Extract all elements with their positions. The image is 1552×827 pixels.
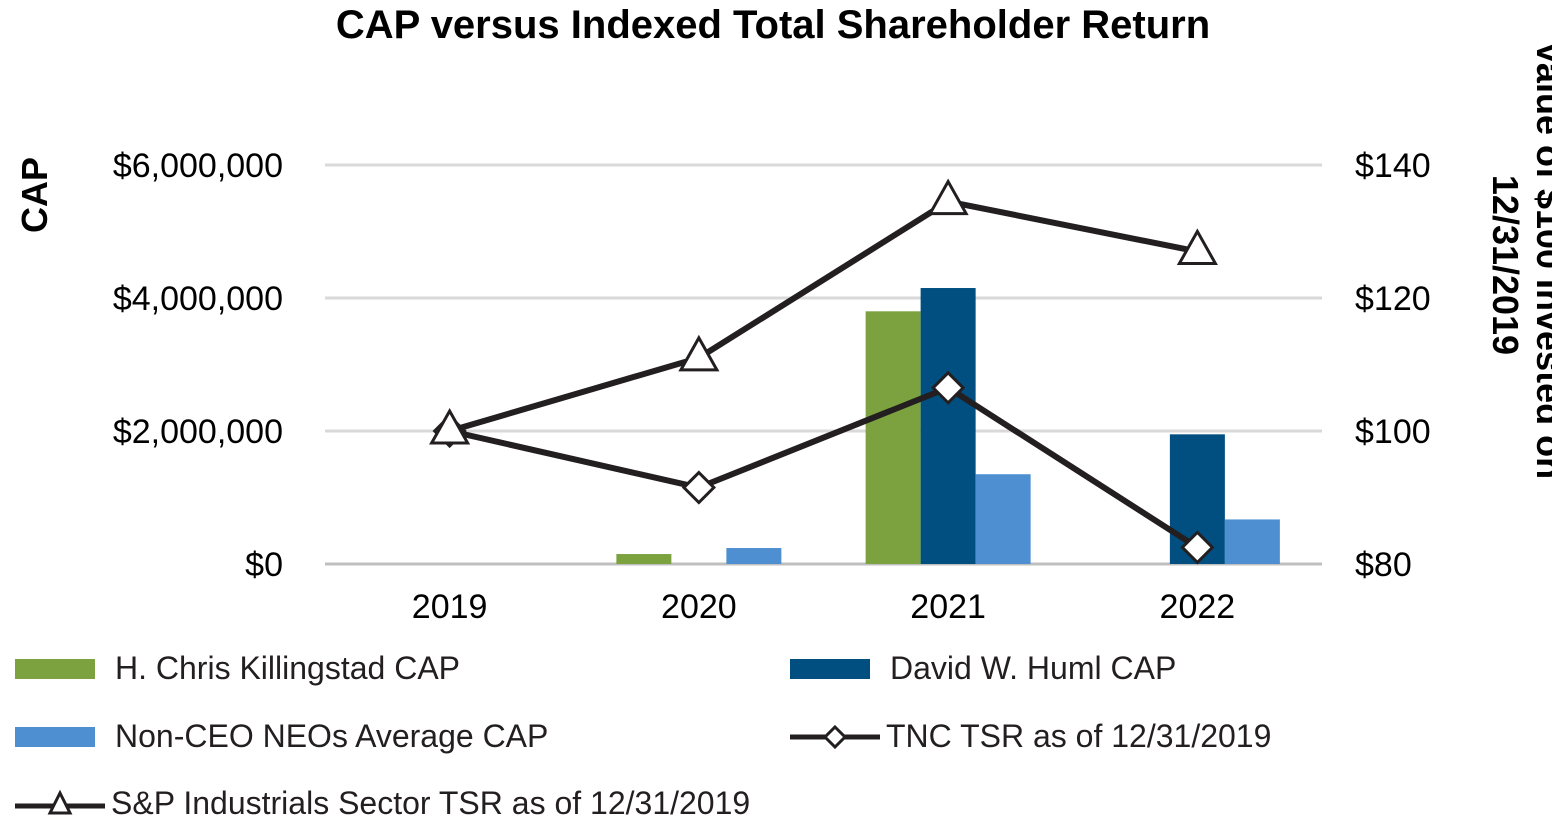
y-right-tick-label: $100 [1355, 413, 1431, 451]
bar [920, 288, 976, 564]
y-left-ticks: $0 $2,000,000 $4,000,000 $6,000,000 [113, 147, 283, 584]
series-line [448, 198, 1198, 434]
legend-item-neo-average: Non-CEO NEOs Average CAP [15, 718, 548, 755]
point-marker [1180, 530, 1215, 565]
y-right-axis-title-line-2: 12/31/2019 [1485, 175, 1526, 355]
x-tick-label: 2022 [1160, 588, 1236, 626]
legend-item-tnc-tsr: TNC TSR as of 12/31/2019 [790, 718, 1271, 755]
y-right-axis-title-line-1: Value of $100 Invested on [1529, 41, 1552, 479]
legend-label-neo-average: Non-CEO NEOs Average CAP [115, 718, 549, 754]
triangle-marker-icon [15, 789, 105, 814]
y-right-tick-label: $120 [1355, 280, 1431, 318]
bar [975, 474, 1031, 564]
diamond-marker-icon [790, 724, 880, 749]
y-left-tick-label: $4,000,000 [113, 280, 283, 318]
lines [429, 178, 1218, 565]
bar [1224, 519, 1280, 564]
chart-title: CAP versus Indexed Total Shareholder Ret… [336, 3, 1210, 47]
legend-swatch-killingstad [15, 658, 95, 679]
legend-label-tnc-tsr: TNC TSR as of 12/31/2019 [886, 718, 1272, 754]
bar [865, 311, 921, 564]
y-right-tick-label: $80 [1355, 546, 1412, 584]
bars [616, 288, 1280, 564]
x-tick-label: 2019 [412, 588, 488, 626]
point-marker [1176, 228, 1218, 265]
y-right-tick-label: $140 [1355, 147, 1431, 185]
point-marker [429, 407, 471, 445]
bar [726, 548, 782, 564]
x-tick-label: 2020 [661, 588, 737, 626]
point-marker [681, 470, 716, 505]
x-tick-label: 2021 [910, 588, 986, 626]
y-right-ticks: $80 $100 $120 $140 [1355, 147, 1431, 584]
legend-swatch-neo-average [15, 726, 95, 747]
legend-item-killingstad: H. Chris Killingstad CAP [15, 650, 460, 687]
legend-item-sp-tsr: S&P Industrials Sector TSR as of 12/31/2… [15, 785, 750, 822]
chart: CAP versus Indexed Total Shareholder Ret… [14, 3, 1552, 626]
gridlines [325, 163, 1322, 566]
point-marker [927, 178, 969, 216]
legend-label-killingstad: H. Chris Killingstad CAP [115, 650, 460, 686]
point-marker [931, 370, 966, 405]
point-marker [678, 334, 720, 372]
legend-swatch-huml [790, 658, 870, 679]
legend: H. Chris Killingstad CAP David W. Huml C… [0, 640, 1552, 827]
legend-label-huml: David W. Huml CAP [890, 650, 1177, 686]
legend-item-huml: David W. Huml CAP [790, 650, 1176, 687]
y-left-tick-label: $0 [245, 546, 283, 584]
y-right-axis-title: Value of $100 Invested on 12/31/2019 [1485, 41, 1552, 489]
y-left-tick-label: $6,000,000 [113, 147, 283, 185]
y-left-axis-title: CAP [14, 157, 55, 233]
legend-label-sp-tsr: S&P Industrials Sector TSR as of 12/31/2… [111, 785, 751, 821]
series-line [448, 384, 1199, 550]
bar [616, 554, 672, 564]
x-ticks: 2019 2020 2021 2022 [412, 588, 1235, 626]
y-left-tick-label: $2,000,000 [113, 413, 283, 451]
